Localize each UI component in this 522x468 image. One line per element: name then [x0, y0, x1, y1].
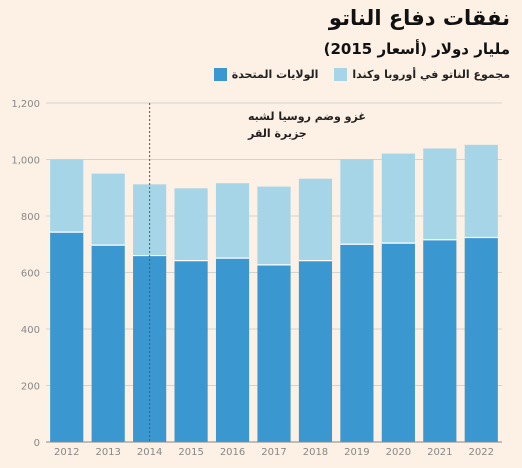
- legend-label-us: الولايات المتحدة: [231, 68, 319, 81]
- bar-segment-us: [50, 232, 84, 442]
- y-tick-label: 400: [21, 325, 40, 336]
- annotation-text: غزو وضم روسيا لشبه: [248, 110, 366, 123]
- bar-segment-us: [257, 264, 291, 442]
- x-tick-label: 2017: [261, 447, 286, 458]
- bar-segment-europe-canada: [423, 148, 457, 240]
- legend-swatch-europe-canada: [334, 68, 348, 81]
- x-tick-label: 2015: [178, 447, 203, 458]
- bar-segment-us: [91, 245, 125, 442]
- bar-segment-europe-canada: [50, 159, 84, 233]
- x-tick-label: 2018: [303, 447, 328, 458]
- y-tick-label: 600: [21, 269, 40, 280]
- bar-segment-europe-canada: [174, 188, 208, 261]
- bar-segment-us: [215, 258, 250, 442]
- x-tick-label: 2020: [386, 447, 411, 458]
- x-tick-label: 2021: [427, 447, 452, 458]
- legend: الولايات المتحدة مجموع الناتو في أوروبا …: [213, 68, 510, 81]
- bar-segment-europe-canada: [381, 153, 415, 244]
- bar-segment-europe-canada: [464, 144, 498, 238]
- x-tick-label: 2014: [137, 447, 162, 458]
- y-tick-label: 1,200: [11, 99, 40, 110]
- x-tick-label: 2022: [469, 447, 494, 458]
- legend-swatch-us: [213, 68, 227, 81]
- x-tick-label: 2013: [95, 447, 120, 458]
- bar-segment-europe-canada: [91, 173, 125, 246]
- bar-segment-us: [340, 244, 374, 442]
- bar-segment-us: [381, 243, 415, 442]
- legend-item-europe-canada: مجموع الناتو في أوروبا وكندا: [334, 68, 510, 81]
- legend-label-europe-canada: مجموع الناتو في أوروبا وكندا: [352, 68, 510, 81]
- bar-segment-us: [298, 260, 333, 442]
- y-tick-label: 1,000: [11, 156, 40, 167]
- bar-segment-us: [423, 239, 457, 442]
- annotation-text: جزيرة القر: [247, 127, 307, 140]
- y-tick-label: 0: [34, 438, 40, 449]
- bar-segment-europe-canada: [340, 159, 374, 245]
- legend-item-us: الولايات المتحدة: [213, 68, 319, 81]
- chart-title: نفقات دفاع الناتو: [328, 6, 510, 30]
- bar-segment-europe-canada: [257, 186, 291, 265]
- x-tick-label: 2012: [54, 447, 79, 458]
- x-tick-label: 2016: [220, 447, 245, 458]
- bar-segment-europe-canada: [298, 178, 333, 261]
- y-tick-label: 800: [21, 212, 40, 223]
- bar-segment-europe-canada: [215, 183, 250, 259]
- bar-segment-us: [464, 237, 498, 442]
- y-tick-label: 200: [21, 382, 40, 393]
- bar-segment-us: [174, 260, 208, 442]
- chart-subtitle: مليار دولار (أسعار 2015): [323, 40, 510, 58]
- x-tick-label: 2019: [344, 447, 369, 458]
